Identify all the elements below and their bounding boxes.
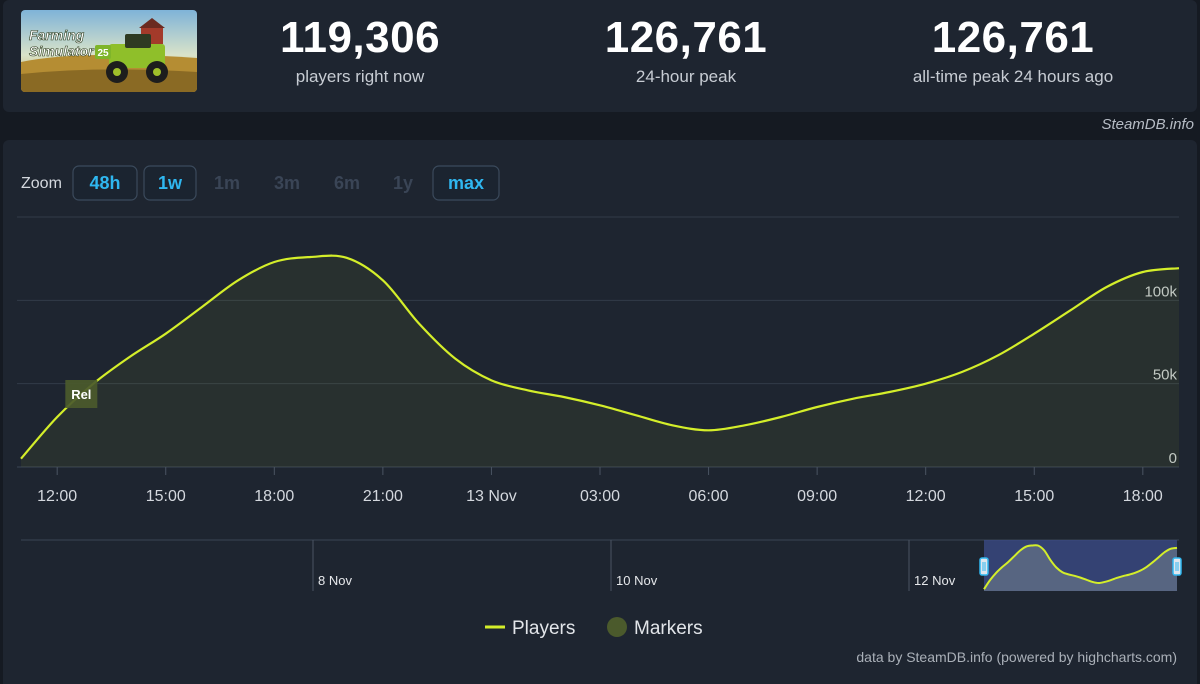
players-data-point[interactable] [416,321,422,327]
legend-circle-symbol [607,617,627,637]
zoom-button-max[interactable]: max [432,165,500,201]
players-data-point[interactable] [923,381,929,387]
stats-panel: Farming Simulator 25 119,306 players rig… [3,0,1197,112]
players-data-point[interactable] [54,414,60,420]
marker-label: Rel [71,387,91,402]
x-tick-label: 06:00 [689,488,729,505]
x-tick-label: 03:00 [580,488,620,505]
navigator-series-line [983,544,1178,590]
navigator-selection[interactable] [984,540,1177,591]
players-data-point[interactable] [488,377,494,383]
zoom-button-label: 1w [158,173,183,193]
logo-line2: Simulator [29,43,95,59]
players-data-point[interactable] [1067,307,1073,313]
players-data-point[interactable] [959,369,965,375]
zoom-button-label: 1y [393,173,413,193]
game-cover-image[interactable]: Farming Simulator 25 [21,10,197,92]
players-data-point[interactable] [308,254,314,260]
stat-24h-peak: 126,761 24-hour peak [536,12,836,88]
players-data-point[interactable] [163,331,169,337]
stat-label: players right now [295,67,425,86]
legend-item-markers[interactable]: Markers [607,617,703,639]
x-tick-label: 12:00 [37,488,77,505]
stat-value: 126,761 [931,13,1095,62]
players-data-point[interactable] [452,356,458,362]
navigator-date-label: 10 Nov [616,573,658,588]
chart-panel: Zoom 48h 1w 1m 3m 6m 1y max 0 50k 100k 12:00 15:00 18… [3,140,1197,684]
players-data-point[interactable] [669,422,675,428]
players-data-point[interactable] [597,402,603,408]
logo-badge: 25 [97,48,109,59]
zoom-button-1w[interactable]: 1w [143,165,197,201]
players-data-point[interactable] [1031,331,1037,337]
x-tick-label: 15:00 [146,488,186,505]
x-tick-label: 09:00 [797,488,837,505]
players-data-point[interactable] [778,414,784,420]
x-tick-label: 18:00 [254,488,294,505]
players-data-point[interactable] [814,404,820,410]
zoom-label: Zoom [21,175,62,192]
zoom-button-label: max [448,173,484,193]
stat-current-players: 119,306 players right now [210,12,510,88]
players-data-point[interactable] [1140,269,1146,275]
players-chart[interactable]: Zoom 48h 1w 1m 3m 6m 1y max 0 50k 100k 12:00 15:00 18… [3,140,1197,684]
zoom-button-label: 1m [214,173,240,193]
x-tick-label: 18:00 [1123,488,1163,505]
steamdb-credit[interactable]: SteamDB.info [1101,116,1194,133]
players-data-point[interactable] [887,389,893,395]
players-data-point[interactable] [199,304,205,310]
players-data-point[interactable] [525,387,531,393]
navigator-right-handle[interactable] [1172,557,1182,576]
navigator-series-area [984,545,1177,591]
x-tick-label: 15:00 [1014,488,1054,505]
stat-label: all-time peak 24 hours ago [912,67,1114,86]
players-data-point[interactable] [1104,284,1110,290]
stat-value: 126,761 [604,13,768,62]
players-data-point[interactable] [380,277,386,283]
y-tick-label: 50k [1153,367,1178,384]
zoom-button-6m[interactable]: 6m [334,173,360,193]
players-data-point[interactable] [1176,265,1182,271]
legend-label: Players [512,618,575,639]
players-data-point[interactable] [127,354,133,360]
zoom-button-48h[interactable]: 48h [72,165,138,201]
zoom-button-1y[interactable]: 1y [393,173,413,193]
players-series-line[interactable] [20,254,1180,460]
stat-value: 119,306 [279,13,441,62]
legend-item-players[interactable]: Players [485,618,575,639]
players-data-point[interactable] [633,412,639,418]
players-data-point[interactable] [344,255,350,261]
legend-label: Markers [634,618,703,639]
navigator-left-handle[interactable] [979,557,989,576]
x-tick-label: 21:00 [363,488,403,505]
stat-all-time-peak: 126,761 all-time peak 24 hours ago [863,12,1163,88]
players-data-point[interactable] [271,259,277,265]
players-data-point[interactable] [850,396,856,402]
zoom-button-label: 48h [89,173,120,193]
logo-line1: Farming [29,27,85,43]
release-marker[interactable]: Rel [65,380,98,408]
stat-label: 24-hour peak [635,67,737,86]
y-tick-label: 100k [1144,283,1177,300]
highcharts-credit[interactable]: data by SteamDB.info (powered by highcha… [856,649,1177,665]
players-area [21,255,1179,467]
players-data-point[interactable] [561,394,567,400]
players-data-point[interactable] [706,427,712,433]
x-tick-label: 12:00 [906,488,946,505]
players-data-point[interactable] [742,422,748,428]
zoom-button-label: 3m [274,173,300,193]
zoom-button-label: 6m [334,173,360,193]
players-data-point[interactable] [235,277,241,283]
zoom-button-1m[interactable]: 1m [214,173,240,193]
players-data-point[interactable] [18,456,24,462]
navigator-date-label: 12 Nov [914,573,956,588]
navigator-date-label: 8 Nov [318,573,352,588]
marker-flag [65,380,98,408]
zoom-button-3m[interactable]: 3m [274,173,300,193]
y-tick-label: 0 [1169,450,1177,467]
x-tick-label: 13 Nov [466,488,517,505]
players-data-point[interactable] [995,352,1001,358]
